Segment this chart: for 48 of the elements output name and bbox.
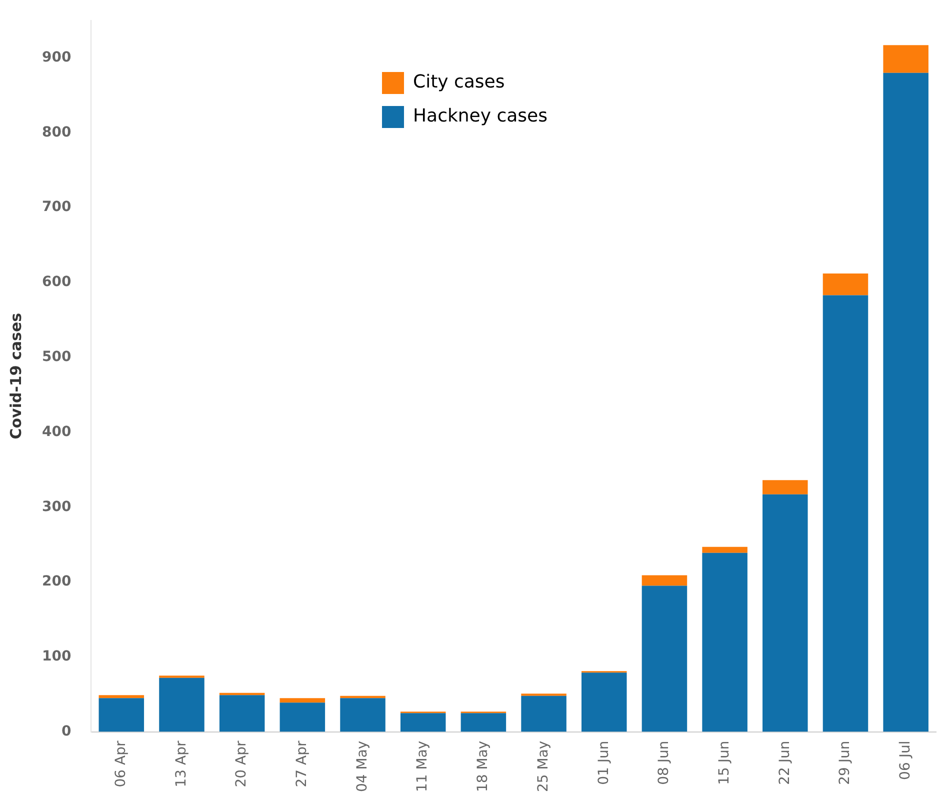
x-tick-label: 01 Jun: [596, 740, 612, 785]
x-tick-label: 20 Apr: [234, 740, 250, 788]
bar: [883, 72, 928, 732]
bar: [642, 586, 688, 732]
bar: [642, 575, 688, 586]
bar: [219, 695, 265, 732]
bar: [400, 713, 446, 732]
x-tick-label: 13 Apr: [173, 740, 190, 788]
bar: [822, 274, 868, 296]
bar: [460, 713, 506, 732]
x-tick-label: 08 Jun: [656, 740, 672, 785]
y-tick-label: 0: [61, 723, 72, 740]
x-tick-label: 27 Apr: [294, 740, 310, 788]
x-tick-label: 06 Apr: [113, 740, 130, 788]
x-tick-label: 04 May: [354, 740, 370, 792]
bar: [581, 672, 627, 732]
y-tick-label: 500: [42, 349, 72, 366]
bar: [98, 698, 144, 732]
x-tick-label: 18 May: [475, 740, 492, 792]
y-tick-label: 700: [42, 199, 72, 216]
legend-label: City cases: [413, 72, 505, 93]
bar: [159, 678, 204, 732]
y-tick-label: 800: [42, 124, 72, 140]
bar: [702, 552, 748, 732]
y-tick-label: 100: [42, 648, 72, 665]
legend-label: Hackney cases: [413, 106, 548, 127]
x-tick-label: 15 Jun: [716, 740, 732, 785]
x-tick-label: 06 Jul: [897, 740, 914, 780]
y-tick-label: 600: [42, 274, 72, 290]
y-tick-label: 200: [42, 574, 72, 590]
bar: [521, 696, 566, 732]
y-tick-label: 400: [42, 424, 72, 440]
y-tick-label: 900: [42, 49, 72, 66]
bar: [883, 45, 928, 73]
x-tick-label: 29 Jun: [837, 740, 854, 785]
y-tick-label: 300: [42, 498, 72, 515]
x-tick-label: 11 May: [414, 740, 431, 792]
bar: [822, 295, 868, 732]
x-tick-label: 22 Jun: [776, 740, 793, 785]
x-tick-label: 25 May: [535, 740, 552, 792]
bar: [98, 695, 144, 698]
bar: [702, 546, 748, 553]
bar: [762, 480, 808, 494]
y-axis-title: Covid-19 cases: [6, 312, 25, 440]
bar: [340, 698, 386, 732]
bar: [280, 698, 326, 703]
bar: [762, 494, 808, 732]
bar: [280, 702, 326, 732]
